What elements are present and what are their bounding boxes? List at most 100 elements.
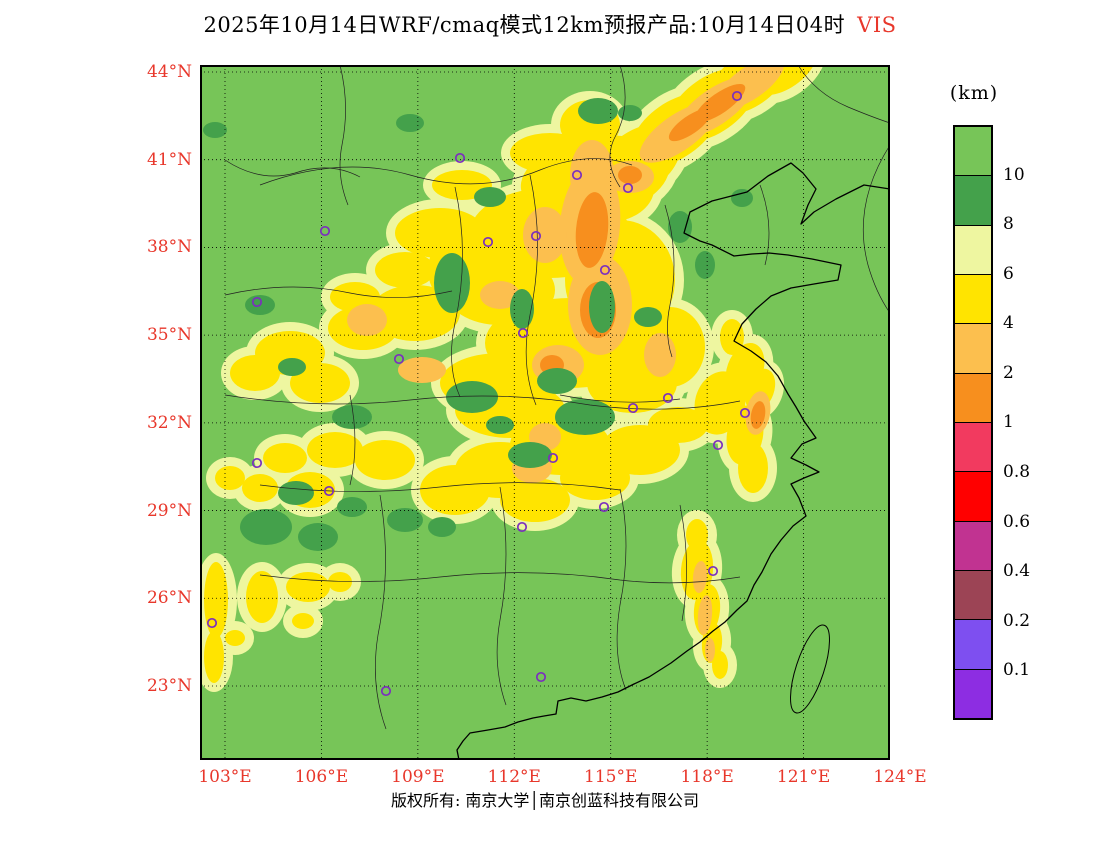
province-boundary: [664, 204, 675, 358]
vis-patch-amber: [692, 561, 708, 593]
city-marker: [739, 407, 751, 419]
coastline: [456, 162, 890, 760]
lat-tick-label: 23°N: [146, 675, 192, 696]
vis-patch-amber: [480, 281, 520, 309]
vis-patch-orange: [668, 108, 712, 142]
legend-segment: [955, 520, 991, 570]
province-boundary: [759, 184, 770, 266]
city-marker: [599, 264, 611, 276]
vis-patch-yellow: [246, 571, 278, 623]
grid-lines: [200, 65, 890, 760]
city-marker: [393, 353, 405, 365]
city-marker: [323, 485, 335, 497]
vis-patch-orange: [575, 192, 609, 268]
vis-patch-darkGreen: [434, 253, 470, 313]
vis-patch-amber: [523, 207, 567, 263]
lon-tick-label: 109°E: [391, 767, 445, 787]
page-title: 2025年10月14日WRF/cmaq模式12km预报产品:10月14日04时 V…: [0, 9, 1100, 39]
legend-value-label: 1: [1003, 412, 1014, 433]
vis-patch-yellow: [290, 363, 350, 403]
vis-patch-yellow: [720, 319, 744, 355]
vis-patch-yellow: [292, 613, 314, 629]
lat-tick-label: 41°N: [146, 149, 192, 170]
map-frame: [200, 65, 890, 760]
layer-darkGreen: [203, 98, 753, 551]
province-boundary: [679, 504, 687, 622]
vis-patch-darkGreen: [337, 497, 367, 517]
lat-tick-label: 44°N: [146, 62, 192, 82]
visibility-map: [200, 65, 890, 760]
vis-patch-amber: [644, 333, 676, 377]
province-boundary: [224, 286, 453, 298]
vis-patch-yellow: [204, 631, 224, 683]
copyright-text: 版权所有: 南京大学│南京创蓝科技有限公司: [390, 791, 700, 810]
lon-tick-label: 121°E: [776, 767, 831, 787]
legend-segment: [955, 273, 991, 324]
vis-patch-darkGreen: [634, 307, 662, 327]
vis-patch-darkGreen: [695, 251, 715, 279]
legend-value-label: 8: [1003, 214, 1014, 235]
vis-patch-darkGreen: [589, 281, 615, 333]
city-marker: [731, 90, 743, 102]
vis-patch-darkGreen: [278, 481, 314, 505]
vis-patch-yellow: [500, 478, 570, 522]
province-boundary: [339, 65, 349, 206]
vis-patch-amber: [347, 304, 387, 336]
legend-segment: [955, 127, 991, 176]
city-marker: [547, 452, 559, 464]
vis-patch-yellow: [242, 474, 278, 502]
legend-segment: [955, 619, 991, 669]
province-boundary: [862, 144, 890, 314]
vis-patch-darkGreen: [278, 358, 306, 376]
vis-patch-darkGreen: [668, 211, 692, 243]
city-marker: [251, 296, 263, 308]
vis-patch-orange: [618, 166, 642, 184]
province-boundary: [797, 65, 890, 124]
province-boundary: [559, 394, 681, 403]
vis-patch-darkGreen: [446, 381, 498, 413]
lon-tick-label: 124°E: [873, 767, 927, 787]
vis-patch-yellow: [420, 465, 490, 515]
vis-patch-darkGreen: [474, 187, 506, 207]
province-boundary: [259, 572, 741, 584]
title-text: 2025年10月14日WRF/cmaq模式12km预报产品:10月14日04时: [203, 13, 846, 37]
city-marker: [530, 230, 542, 242]
vis-patch-darkGreen: [332, 405, 372, 429]
vis-patch-yellow: [686, 519, 708, 551]
city-marker: [662, 392, 674, 404]
vis-patch-yellow: [225, 630, 245, 646]
province-boundary: [224, 394, 741, 410]
lon-tick-label: 112°E: [487, 767, 541, 787]
lon-tick-label: 106°E: [294, 767, 349, 787]
legend-segment: [955, 372, 991, 422]
province-boundary: [259, 482, 621, 492]
vis-patch-yellow: [204, 562, 228, 638]
lon-tick-label: 115°E: [584, 767, 638, 787]
city-markers: [206, 90, 751, 697]
vis-patch-darkGreen: [486, 416, 514, 434]
vis-patch-darkGreen: [428, 517, 456, 537]
vis-patch-yellow: [510, 133, 590, 173]
vis-patch-darkGreen: [298, 523, 338, 551]
city-marker: [707, 565, 719, 577]
lon-tick-label: 118°E: [680, 767, 734, 787]
province-boundary: [224, 159, 361, 178]
legend-unit: (km): [949, 82, 999, 104]
lon-tick-label: 103°E: [198, 767, 252, 787]
legend-segment: [955, 471, 991, 521]
vis-patch-yellow: [263, 443, 307, 473]
city-marker: [517, 327, 529, 339]
legend-value-label: 6: [1003, 263, 1014, 284]
vis-patch-yellow: [307, 432, 363, 468]
city-marker: [319, 225, 331, 237]
legend-segment: [955, 421, 991, 472]
vis-patch-darkGreen: [240, 509, 292, 545]
city-marker: [622, 182, 634, 194]
vis-patch-amber: [705, 638, 715, 662]
province-boundary: [496, 486, 507, 706]
legend-segment: [955, 668, 991, 718]
vis-patch-yellow: [215, 466, 245, 490]
vis-patch-darkGreen: [510, 289, 534, 329]
lat-tick-label: 35°N: [146, 325, 192, 346]
